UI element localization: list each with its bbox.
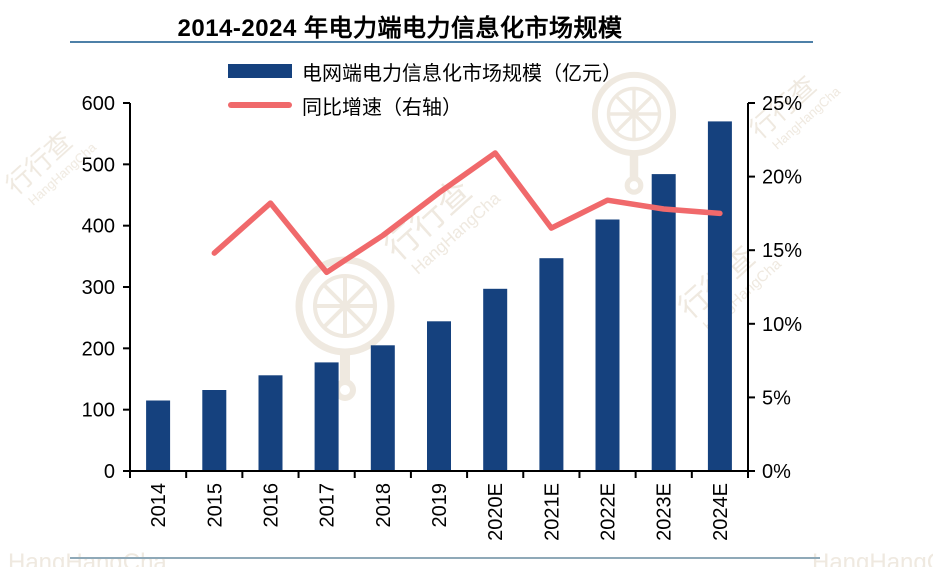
x-axis-label-2022E: 2022E bbox=[598, 483, 620, 541]
bar-2016 bbox=[258, 375, 283, 471]
bar-2021E bbox=[539, 258, 564, 471]
bar-2015 bbox=[202, 390, 227, 471]
bar-2014 bbox=[146, 400, 171, 471]
legend-line-swatch-icon bbox=[228, 102, 292, 108]
left-axis-tick-label: 500 bbox=[82, 154, 115, 176]
x-axis-label-2020E: 2020E bbox=[485, 483, 507, 541]
x-axis-label-2019: 2019 bbox=[429, 483, 451, 528]
right-axis-tick-label: 25% bbox=[762, 93, 802, 115]
bar-2024E bbox=[707, 121, 732, 472]
bar-2023E bbox=[651, 174, 676, 471]
growth-rate-line bbox=[211, 150, 723, 276]
left-axis-tick-label: 200 bbox=[82, 338, 115, 360]
bar-2019 bbox=[427, 321, 451, 471]
axes bbox=[123, 102, 755, 478]
bar-2018 bbox=[370, 345, 395, 471]
top-divider bbox=[70, 41, 813, 43]
x-axis-label-2015: 2015 bbox=[204, 483, 226, 528]
bottom-divider bbox=[70, 557, 820, 559]
legend-bar-swatch-icon bbox=[228, 64, 292, 78]
legend: 电网端电力信息化市场规模（亿元） 同比增速（右轴） bbox=[228, 55, 622, 123]
left-axis-tick-label: 300 bbox=[82, 277, 115, 299]
legend-item-market-size: 电网端电力信息化市场规模（亿元） bbox=[228, 55, 622, 87]
bar-2020E bbox=[483, 288, 508, 471]
left-axis-tick-label: 100 bbox=[82, 400, 115, 422]
bar-2017 bbox=[314, 362, 339, 471]
chart-title: 2014-2024 年电力端电力信息化市场规模 bbox=[177, 15, 623, 42]
legend-item-growth: 同比增速（右轴） bbox=[228, 89, 622, 121]
x-axis-label-2021E: 2021E bbox=[541, 483, 563, 541]
left-axis-tick-label: 0 bbox=[104, 461, 115, 483]
right-axis-tick-label: 0% bbox=[762, 461, 791, 483]
legend-label-market-size: 电网端电力信息化市场规模（亿元） bbox=[302, 62, 622, 85]
x-axis-label-2023E: 2023E bbox=[654, 483, 676, 541]
left-axis-tick-label: 600 bbox=[82, 93, 115, 115]
x-axis-label-2016: 2016 bbox=[261, 483, 283, 528]
x-axis-label-2024E: 2024E bbox=[710, 483, 732, 541]
right-axis-tick-label: 5% bbox=[762, 387, 791, 409]
bar-2022E bbox=[595, 219, 620, 471]
right-axis-tick-label: 20% bbox=[762, 167, 802, 189]
left-axis-tick-label: 400 bbox=[82, 216, 115, 238]
right-axis-tick-label: 15% bbox=[762, 240, 802, 262]
legend-label-growth: 同比增速（右轴） bbox=[302, 96, 462, 119]
watermark-logo-icon bbox=[591, 71, 677, 195]
watermark-text: 行行查 HangHangCha bbox=[806, 539, 933, 567]
svg-text:行行查: 行行查 bbox=[2, 539, 3, 541]
x-axis-label-2014: 2014 bbox=[148, 483, 170, 528]
x-axis-label-2018: 2018 bbox=[373, 483, 395, 528]
right-axis-tick-label: 10% bbox=[762, 314, 802, 336]
svg-text:行行查: 行行查 bbox=[806, 539, 807, 541]
x-axis-label-2017: 2017 bbox=[317, 483, 339, 528]
svg-text:HangHangCha: HangHangCha bbox=[812, 549, 933, 567]
